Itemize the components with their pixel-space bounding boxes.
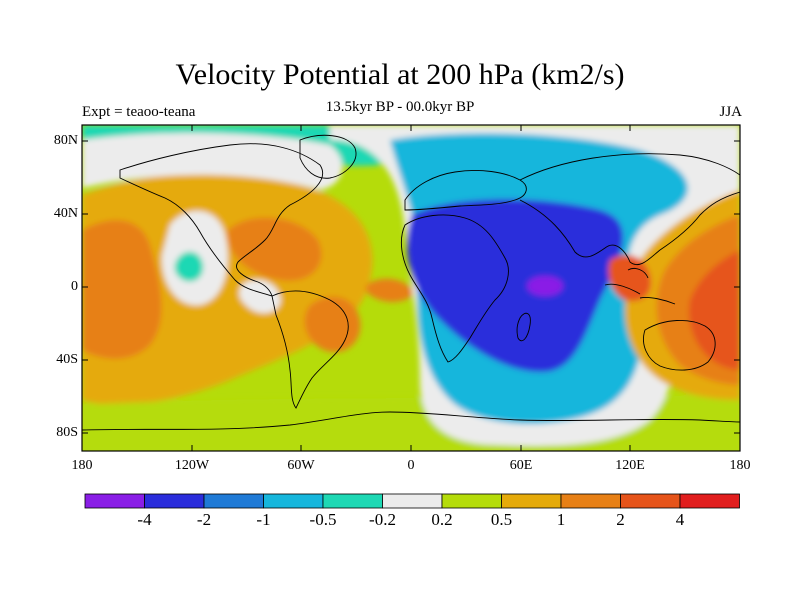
lon-label-180e: 180 <box>729 458 751 473</box>
cb-label-5: 0.2 <box>431 510 453 529</box>
lon-label-60w: 60W <box>287 458 315 473</box>
coast-asia <box>519 153 740 266</box>
lat-label-80n: 80N <box>53 133 78 148</box>
lat-label-40n: 40N <box>53 206 78 221</box>
atlantic-orange-blob <box>365 278 413 302</box>
coast-south-america <box>271 290 349 409</box>
cb-swatch-9 <box>620 493 681 509</box>
maritime-red <box>608 255 651 302</box>
lat-label-40s: 40S <box>56 352 78 367</box>
south-america-orange <box>304 296 361 353</box>
coast-antarctica <box>82 411 740 431</box>
cb-swatch-10 <box>679 493 740 509</box>
cb-label-4: -0.2 <box>369 510 396 529</box>
cb-swatch-4 <box>322 493 383 509</box>
cb-swatch-1 <box>144 493 205 509</box>
north-pacific-neutral <box>82 133 343 190</box>
coast-africa <box>400 214 509 363</box>
cb-label-0: -4 <box>137 510 152 529</box>
east-pacific-dark-orange <box>82 220 162 359</box>
coastlines <box>82 134 740 431</box>
caribbean-orange <box>227 217 322 281</box>
lat-label-equator: 0 <box>71 279 78 294</box>
indo-pacific-red <box>689 250 740 370</box>
coast-greenland <box>299 134 357 179</box>
lon-label-180w: 180 <box>71 458 93 473</box>
cb-swatch-5 <box>382 493 443 509</box>
cb-label-8: 2 <box>616 510 625 529</box>
cb-swatch-3 <box>263 493 324 509</box>
season-label: JJA <box>719 104 742 120</box>
cb-label-9: 4 <box>675 510 685 529</box>
coast-australia <box>643 319 716 371</box>
lon-label-120w: 120W <box>174 458 210 473</box>
cb-label-7: 1 <box>556 510 566 529</box>
mexico-neutral-pocket <box>239 279 281 314</box>
cb-label-1: -2 <box>196 510 212 529</box>
cb-swatch-0 <box>84 493 145 509</box>
coast-north-america <box>119 143 324 297</box>
cb-swatch-6 <box>441 493 502 509</box>
coast-indonesia <box>604 267 676 305</box>
lon-label-60e: 60E <box>509 458 533 473</box>
pacific-negative-pocket <box>174 251 204 282</box>
colorbar <box>84 493 740 509</box>
experiment-label: Expt = teaoo-teana <box>82 104 196 120</box>
lon-label-0: 0 <box>407 458 415 473</box>
contour-field <box>82 125 740 451</box>
divergence-minimum <box>527 276 563 296</box>
cb-swatch-8 <box>560 493 621 509</box>
map-subtitle: 13.5kyr BP - 00.0kyr BP <box>325 99 475 115</box>
coast-europe <box>404 170 527 211</box>
cb-label-6: 0.5 <box>490 510 513 529</box>
coast-madagascar <box>516 312 531 342</box>
tick-marks <box>81 125 741 451</box>
cb-swatch-7 <box>501 493 562 509</box>
cb-label-3: -0.5 <box>309 510 337 529</box>
lat-label-80s: 80S <box>56 425 78 440</box>
cb-label-2: -1 <box>256 510 271 529</box>
lon-label-120e: 120E <box>615 458 645 473</box>
map-title: Velocity Potential at 200 hPa (km2/s) <box>175 58 625 91</box>
cb-swatch-2 <box>203 493 264 509</box>
